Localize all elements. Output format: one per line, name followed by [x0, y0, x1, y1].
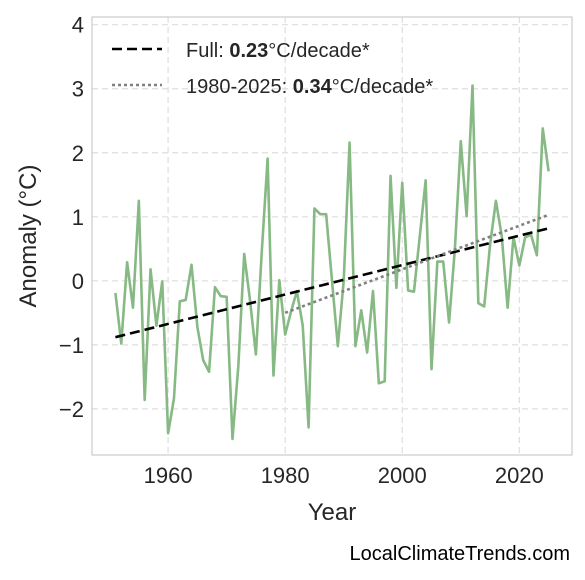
x-tick-label-1: 1980 [261, 463, 310, 488]
plot-frame [91, 16, 573, 456]
legend-rate-0: 0.23 [229, 40, 268, 62]
x-tick-label-2: 2000 [378, 463, 427, 488]
y-axis-title: Anomaly (°C) [15, 165, 42, 308]
legend: Full: 0.23°C/decade*1980-2025: 0.34°C/de… [112, 40, 433, 98]
legend-rate-1: 0.34 [293, 76, 333, 98]
y-tick-label-5: 3 [72, 77, 84, 102]
y-tick-labels: −2 −1 0 1 2 3 4 [59, 13, 84, 422]
y-tick-label-6: 4 [72, 13, 84, 38]
y-tick-label-2: 0 [72, 269, 84, 294]
y-tick-label-1: −1 [59, 333, 84, 358]
x-tick-label-0: 1960 [144, 463, 193, 488]
series-line-0 [114, 84, 550, 441]
y-tick-label-4: 2 [72, 141, 84, 166]
legend-entry-1: 1980-2025: 0.34°C/decade* [186, 76, 433, 98]
credit-text: LocalClimateTrends.com [350, 543, 570, 565]
x-tick-label-3: 2020 [495, 463, 544, 488]
series-line-2 [284, 213, 550, 315]
y-tick-label-0: −2 [59, 397, 84, 422]
legend-prefix-1: 1980-2025: [186, 76, 293, 98]
x-tick-labels: 1960 1980 2000 2020 [144, 463, 544, 488]
x-axis-title: Year [308, 499, 357, 526]
legend-prefix-0: Full: [186, 40, 229, 62]
series-layer [114, 84, 550, 441]
legend-suffix-1: °C/decade* [332, 76, 434, 98]
legend-suffix-0: °C/decade* [268, 40, 370, 62]
y-tick-label-3: 1 [72, 205, 84, 230]
legend-entry-0: Full: 0.23°C/decade* [186, 40, 370, 62]
